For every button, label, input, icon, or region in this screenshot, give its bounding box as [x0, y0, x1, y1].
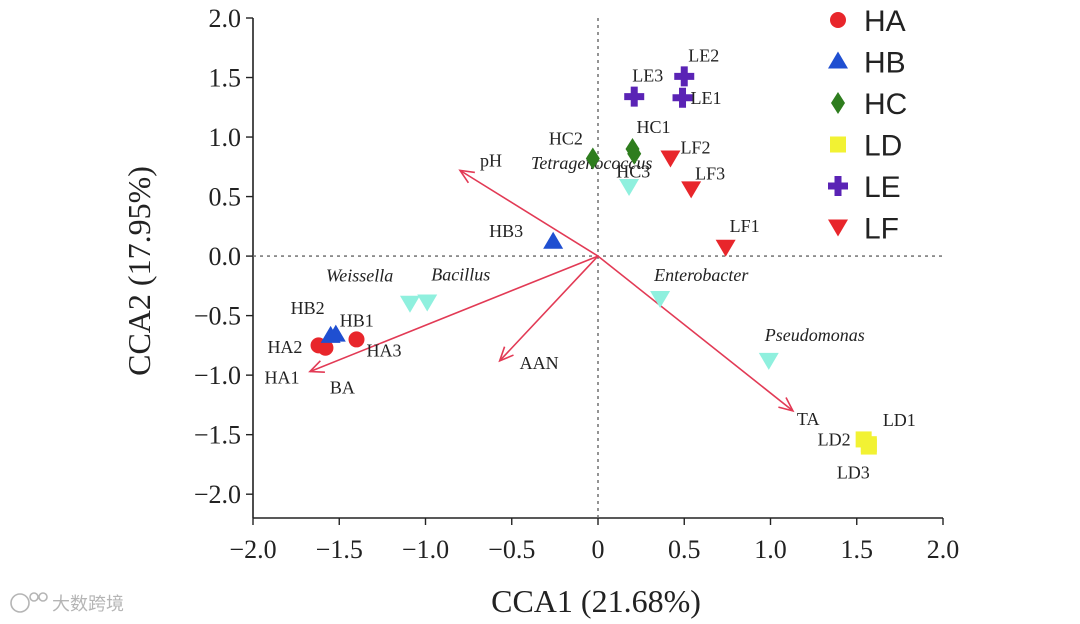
x-tick-label: 1.5 [841, 535, 874, 564]
sample-marker-lf2 [660, 150, 681, 168]
vector-arrowhead [778, 397, 795, 413]
sample-marker-hc2 [585, 147, 600, 170]
sample-label-ha3: HA3 [367, 340, 402, 360]
species-marker-weissella [399, 295, 420, 313]
vector-arrowhead [498, 346, 514, 363]
watermark-text: 大数跨境 [52, 594, 124, 615]
species-marker-pseudomonas [758, 352, 779, 370]
sample-label-ld3: LD3 [837, 463, 870, 483]
y-tick-label: 0.5 [209, 183, 242, 212]
legend-item-lf: LF [828, 213, 899, 246]
sample-label-ha1: HA1 [265, 367, 300, 387]
sample-marker-le2 [674, 66, 695, 87]
y-tick-label: −0.5 [194, 302, 241, 331]
x-tick-label: 1.0 [754, 535, 787, 564]
vector-label-ba: BA [330, 378, 355, 398]
species-marker-tetragenococcus [619, 179, 640, 197]
sample-label-ha2: HA2 [267, 337, 302, 357]
legend-marker-lf [828, 219, 848, 237]
sample-label-hc2: HC2 [549, 128, 583, 148]
x-tick-label: −1.5 [316, 535, 363, 564]
y-tick-label: −1.5 [194, 421, 241, 450]
sample-label-ld1: LD1 [883, 410, 916, 430]
legend-marker-le [828, 176, 848, 196]
sample-marker-hc3 [627, 142, 642, 165]
species-markers: TetragenococcusWeissellaBacillusEnteroba… [326, 153, 865, 370]
sample-label-lf3: LF3 [695, 163, 725, 183]
vectors: pH AAN BA TA [308, 150, 820, 429]
legend-item-hb: HB [828, 47, 906, 80]
legend-label-hc: HC [864, 88, 907, 121]
x-tick-label: 2.0 [927, 535, 960, 564]
species-label-bacillus: Bacillus [431, 265, 490, 285]
sample-label-lf1: LF1 [730, 216, 760, 236]
vector-label-aan: AAN [520, 353, 559, 373]
watermark: 大数跨境 [10, 592, 124, 615]
species-label-enterobacter: Enterobacter [653, 265, 749, 285]
sample-label-le1: LE1 [691, 88, 722, 108]
x-axis-title: CCA1 (21.68%) [491, 583, 701, 619]
vector-label-ta: TA [797, 409, 820, 429]
sample-marker-lf1 [715, 239, 736, 257]
x-tick-label: −2.0 [229, 535, 276, 564]
legend-marker-ha [830, 12, 846, 28]
vector-label-ph: pH [480, 150, 502, 170]
sample-marker-hb3 [543, 231, 564, 249]
vector-aan [499, 255, 599, 362]
x-tick-label: 0.5 [668, 535, 701, 564]
x-tick-label: 0 [592, 535, 605, 564]
sample-label-le2: LE2 [688, 45, 719, 65]
sample-label-hb1: HB1 [340, 311, 374, 331]
sample-marker-ld3 [860, 438, 877, 455]
sample-label-hc1: HC1 [637, 117, 671, 137]
legend-item-ha: HA [830, 5, 906, 38]
sample-label-lf2: LF2 [680, 137, 710, 157]
y-axis-title: CCA2 (17.95%) [121, 166, 157, 376]
sample-marker-hb2 [320, 325, 341, 343]
sample-label-hb2: HB2 [291, 298, 325, 318]
sample-label-hb3: HB3 [489, 221, 523, 241]
sample-marker-ha2 [317, 339, 334, 356]
legend-item-ld: LD [830, 130, 902, 163]
watermark-logo-icon [10, 592, 48, 613]
x-tick-label: −1.0 [402, 535, 449, 564]
y-tick-label: 1.5 [209, 64, 242, 93]
legend-marker-hb [828, 51, 848, 69]
x-tick-label: −0.5 [488, 535, 535, 564]
legend-label-ha: HA [864, 5, 906, 38]
legend-marker-ld [830, 136, 846, 153]
legend-label-ld: LD [864, 130, 902, 163]
y-tick-label: 2.0 [209, 4, 242, 33]
y-tick-label: −1.0 [194, 361, 241, 390]
sample-marker-lf3 [681, 181, 702, 199]
axes: −2.0 −1.5 −1.0 −0.5 0 0.5 1.0 1.5 2.0 2.0 1.5 1.0 0.… [194, 4, 959, 564]
species-label-pseudomonas: Pseudomonas [764, 325, 865, 345]
legend-label-hb: HB [864, 47, 906, 80]
legend-item-le: LE [828, 171, 901, 204]
sample-marker-le1 [672, 87, 693, 108]
legend-item-hc: HC [831, 88, 907, 121]
sample-label-hc3: HC3 [616, 162, 650, 182]
legend-marker-hc [831, 92, 845, 114]
sample-marker-le3 [624, 86, 645, 107]
vector-arrowhead [308, 360, 325, 373]
species-marker-enterobacter [650, 290, 671, 308]
species-label-weissella: Weissella [326, 266, 393, 286]
legend: HA HB HC LD LE LF [828, 5, 907, 246]
legend-label-lf: LF [864, 213, 899, 246]
y-tick-label: −2.0 [194, 480, 241, 509]
y-tick-label: 1.0 [209, 123, 242, 152]
sample-label-ld2: LD2 [818, 429, 851, 449]
y-tick-label: 0.0 [209, 242, 242, 271]
sample-marker-ha3 [348, 331, 365, 348]
sample-markers: HA1 HA2 HA3 HB1 HB2 HB3 HC1 HC2 HC3 LD1 LD2 LD3 LE1 L… [265, 45, 916, 482]
vector-ba [309, 255, 599, 373]
legend-label-le: LE [864, 171, 901, 204]
vector-arrowhead [458, 169, 475, 184]
vector-ph [459, 169, 599, 257]
sample-label-le3: LE3 [632, 66, 663, 86]
vector-ta [597, 255, 794, 412]
species-marker-bacillus [417, 294, 438, 312]
